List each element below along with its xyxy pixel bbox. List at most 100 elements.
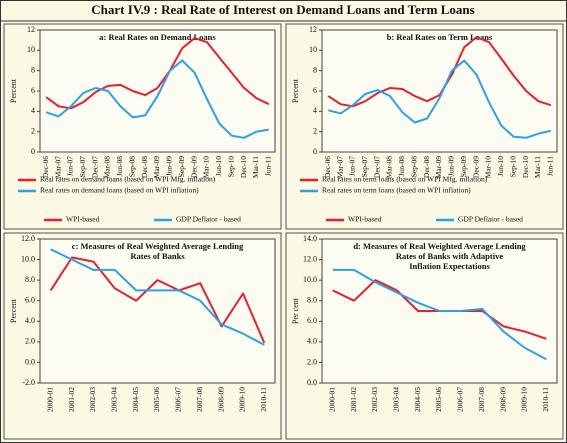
x-tick-label: 2005-06 [434, 387, 443, 412]
panel-title: d: Measures of Real Weighted Average Len… [353, 241, 526, 251]
x-tick-label: Dec-08 [422, 156, 431, 178]
x-tick-label: Jun-07 [348, 156, 357, 177]
plot-area [39, 29, 276, 153]
x-tick-label: 2009-10 [238, 387, 247, 412]
x-tick-label: 2004-05 [131, 387, 140, 412]
y-tick-label: 2.0 [307, 357, 317, 366]
x-tick-label: Mar-07 [53, 156, 62, 179]
y-tick-label: 12.0 [21, 234, 35, 243]
x-tick-label: Mar-07 [335, 156, 344, 179]
y-tick-label: 12.0 [303, 254, 317, 263]
x-tick-label: 2008-09 [498, 387, 507, 412]
x-tick-label: Jun-10 [496, 156, 505, 177]
series-line [327, 59, 552, 139]
x-tick-label: Mar-09 [434, 156, 443, 179]
x-tick-label: 2009-10 [520, 387, 529, 412]
x-tick-label: Jun-11 [546, 156, 555, 176]
x-tick-label: 2001-02 [67, 387, 76, 412]
panel-title: Rates of Banks with Adaptive [396, 251, 503, 261]
y-tick-label: 0.0 [25, 357, 35, 366]
legend-label: WPI-based [66, 215, 100, 224]
x-tick-label: Dec-07 [372, 156, 381, 178]
y-tick-label: 8 [31, 65, 35, 74]
y-tick-label: 10.0 [21, 254, 35, 263]
series-line [45, 59, 269, 139]
panel-title: b: Real Rates on Term Loans [387, 32, 493, 42]
x-tick-label: Jun-10 [214, 156, 223, 177]
y-tick-label: 4 [313, 106, 317, 115]
x-tick-label: 2001-02 [349, 387, 358, 412]
x-tick-label: 2005-06 [152, 387, 161, 412]
y-tick-label: 6.0 [25, 296, 35, 305]
x-tick-label: 2008-09 [216, 387, 225, 412]
x-tick-label: Sep-07 [360, 156, 369, 177]
x-tick-label: Dec-10 [239, 156, 248, 178]
x-tick-label: 2010-11 [259, 387, 268, 412]
x-tick-label: Sep-10 [226, 156, 235, 177]
x-tick-label: 2007-08 [477, 387, 486, 412]
x-tick-label: Sep-08 [127, 156, 136, 177]
x-tick-label: Sep-07 [78, 156, 87, 177]
y-tick-label: 6 [31, 86, 35, 95]
legend-label: Real rates on term loans (based on WPI M… [322, 175, 488, 184]
x-tick-label: 2007-08 [195, 387, 204, 412]
x-tick-label: Mar-08 [103, 156, 112, 179]
x-tick-label: 2004-05 [413, 387, 422, 412]
x-tick-label: Jun-11 [264, 156, 273, 176]
y-tick-label: 8.0 [25, 275, 35, 284]
x-tick-label: Jun-09 [447, 156, 456, 177]
series-line [50, 248, 265, 346]
x-tick-label: Dec-06 [323, 156, 332, 178]
y-tick-label: 4 [31, 106, 35, 115]
x-tick-label: Dec-10 [521, 156, 530, 178]
y-tick-label: 2.0 [25, 337, 35, 346]
y-tick-label: 6 [313, 86, 317, 95]
x-tick-label: Dec-09 [189, 156, 198, 178]
x-tick-label: Mar-09 [152, 156, 161, 179]
x-tick-label: Mar-11 [251, 156, 260, 178]
y-tick-label: 4.0 [307, 337, 317, 346]
x-tick-label: Mar-10 [202, 156, 211, 179]
x-tick-label: Sep-09 [177, 156, 186, 177]
x-tick-label: Dec-09 [471, 156, 480, 178]
x-tick-label: 2000-01 [45, 387, 54, 412]
y-tick-label: 10.0 [303, 275, 317, 284]
y-axis-label: Percent [291, 78, 300, 103]
x-tick-label: 2002-03 [88, 387, 97, 412]
x-tick-label: 2000-01 [327, 387, 336, 412]
x-tick-label: Sep-09 [459, 156, 468, 177]
x-tick-label: 2002-03 [370, 387, 379, 412]
panel-title: Inflation Expectations [409, 261, 490, 271]
y-tick-label: 0 [313, 147, 317, 156]
y-axis-label: Per cent [291, 297, 300, 324]
y-tick-label: 2 [31, 126, 35, 135]
panel-title: a: Real Rates on Demand Loans [99, 32, 216, 42]
y-tick-label: 2 [313, 126, 317, 135]
y-axis-label: Percent [9, 78, 18, 103]
x-tick-label: Mar-08 [385, 156, 394, 179]
x-tick-label: 2003-04 [391, 387, 400, 412]
y-tick-label: 4.0 [25, 316, 35, 325]
y-tick-label: 6.0 [307, 316, 317, 325]
legend-label: Real rates on term loans (based on WPI i… [322, 186, 471, 195]
y-axis-label: Percent [9, 298, 18, 323]
series-line [332, 268, 547, 361]
y-tick-label: 0.0 [307, 378, 317, 387]
legend-label: Real rates on demand loans (based on WPI… [40, 175, 216, 184]
x-tick-label: Dec-07 [90, 156, 99, 178]
legend-label: GDP Deflator - based [176, 215, 241, 224]
panel-title: Rates of Banks [130, 251, 185, 261]
y-tick-label: 12 [309, 25, 317, 34]
x-tick-label: Mar-11 [533, 156, 542, 178]
y-tick-label: -2.0 [22, 378, 35, 387]
page-title: Chart IV.9 : Real Rate of Interest on De… [91, 2, 474, 17]
x-tick-label: Mar-10 [484, 156, 493, 179]
x-tick-label: Jun-07 [66, 156, 75, 177]
x-tick-label: Dec-08 [140, 156, 149, 178]
y-tick-label: 10 [27, 45, 35, 54]
x-tick-label: 2010-11 [541, 387, 550, 412]
y-tick-label: 12 [27, 25, 35, 34]
x-tick-label: Sep-10 [508, 156, 517, 177]
x-tick-label: Dec-06 [41, 156, 50, 178]
y-tick-label: 8 [313, 65, 317, 74]
